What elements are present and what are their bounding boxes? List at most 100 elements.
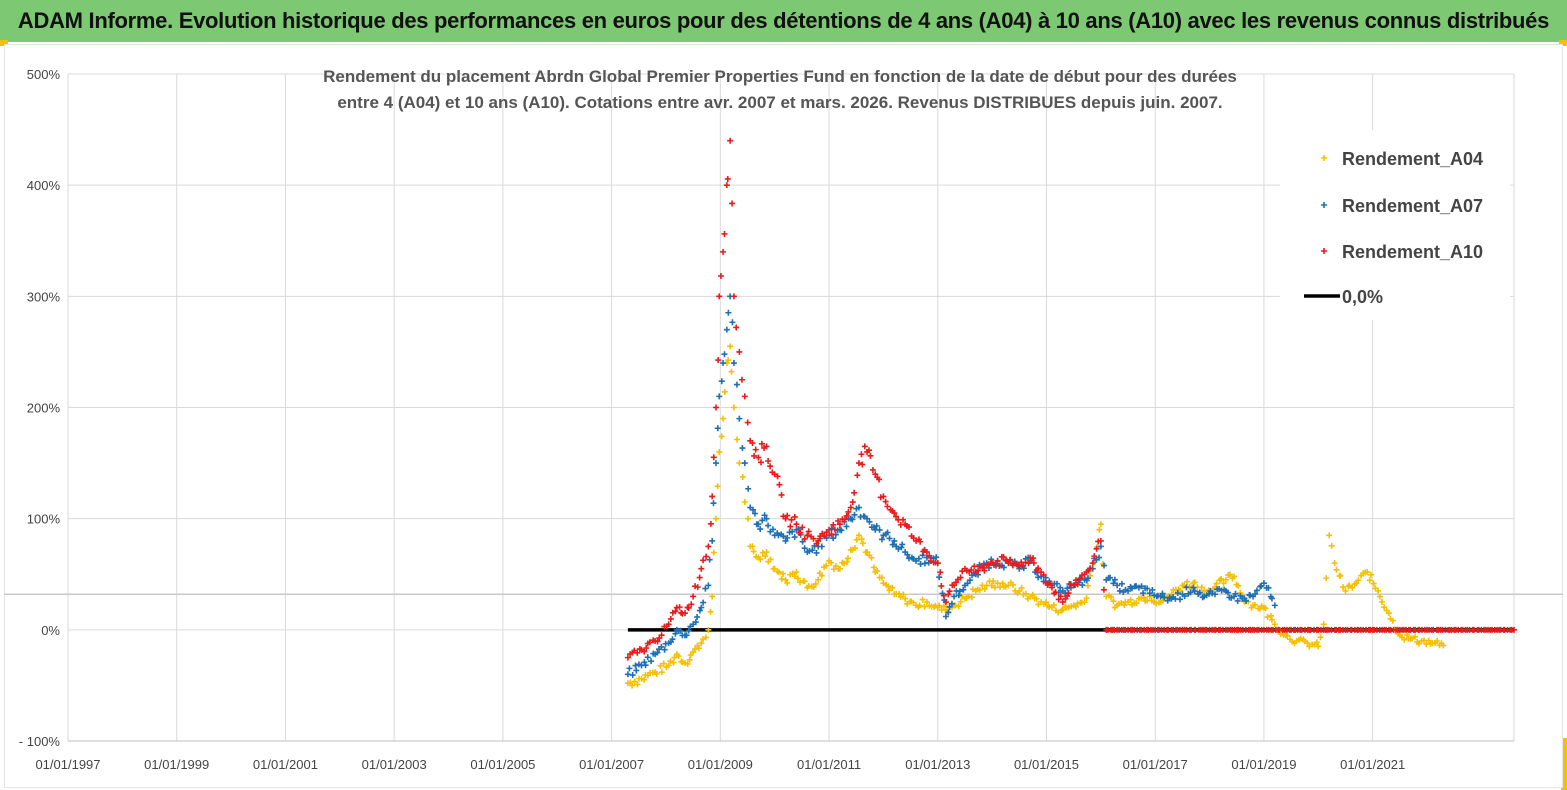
- data-point: [1065, 590, 1072, 597]
- data-point: [821, 533, 828, 540]
- data-point: [910, 535, 917, 542]
- data-point: [1018, 584, 1025, 591]
- data-point: [763, 515, 770, 522]
- data-point: [1251, 601, 1258, 608]
- data-point: [702, 585, 709, 592]
- data-point: [940, 592, 947, 599]
- data-point: [710, 454, 717, 461]
- data-point: [1078, 599, 1085, 606]
- data-point: [861, 513, 868, 520]
- data-point: [915, 555, 922, 562]
- data-point: [1438, 640, 1445, 647]
- data-point: [1174, 590, 1181, 597]
- data-point: [712, 460, 719, 467]
- data-point: [936, 574, 943, 581]
- data-point: [1191, 579, 1198, 586]
- chart-subtitle: entre 4 (A04) et 10 ans (A10). Cotations…: [337, 93, 1222, 112]
- data-point: [1425, 637, 1432, 644]
- data-point: [626, 665, 633, 672]
- legend: [1280, 130, 1510, 320]
- data-point: [1096, 526, 1103, 533]
- data-point: [1164, 597, 1171, 604]
- data-point: [1118, 580, 1125, 587]
- data-point: [844, 559, 851, 566]
- data-point: [698, 640, 705, 647]
- data-point: [648, 658, 655, 665]
- data-point: [1264, 614, 1271, 621]
- data-point: [1252, 590, 1259, 597]
- data-point: [1291, 640, 1298, 647]
- data-point: [791, 534, 798, 541]
- data-point: [815, 576, 822, 583]
- data-point: [797, 529, 804, 536]
- data-point: [791, 573, 798, 580]
- data-point: [876, 526, 883, 533]
- data-point: [1349, 584, 1356, 591]
- data-point: [634, 649, 641, 656]
- data-point: [753, 521, 760, 528]
- data-point: [955, 592, 962, 599]
- data-point: [667, 658, 674, 665]
- data-point: [1140, 590, 1147, 597]
- data-point: [709, 493, 716, 500]
- data-point: [1401, 636, 1408, 643]
- data-point: [1154, 592, 1161, 599]
- data-point: [624, 654, 631, 661]
- data-point: [823, 529, 830, 536]
- data-point: [692, 619, 699, 626]
- data-point: [1320, 621, 1327, 628]
- data-point: [757, 526, 764, 533]
- x-tick-label: 01/01/1999: [144, 757, 209, 772]
- data-point: [1222, 576, 1229, 583]
- data-point: [758, 440, 765, 447]
- data-point: [1199, 594, 1206, 601]
- data-point: [1331, 560, 1338, 567]
- data-point: [707, 520, 714, 527]
- data-point: [710, 549, 717, 556]
- data-point: [759, 517, 766, 524]
- data-point: [671, 654, 678, 661]
- data-point: [1187, 589, 1194, 596]
- data-point: [736, 460, 743, 467]
- data-point: [721, 388, 728, 395]
- data-point: [694, 584, 701, 591]
- data-point: [658, 643, 665, 650]
- x-tick-label: 01/01/2003: [362, 757, 427, 772]
- data-point: [685, 605, 692, 611]
- data-point: [791, 513, 798, 520]
- data-point: [789, 528, 796, 535]
- data-point: [684, 660, 691, 667]
- data-point: [729, 319, 736, 326]
- data-point: [749, 440, 756, 447]
- data-point: [818, 572, 825, 579]
- data-point: [730, 360, 737, 367]
- data-point: [767, 463, 774, 470]
- data-point: [801, 578, 808, 585]
- data-point: [1053, 580, 1060, 587]
- data-point: [1055, 609, 1062, 616]
- data-point: [717, 272, 724, 279]
- data-point: [714, 425, 721, 432]
- data-point: [870, 564, 877, 571]
- data-point: [715, 357, 722, 364]
- data-point: [634, 681, 641, 688]
- data-point: [1190, 584, 1197, 591]
- data-point: [716, 448, 723, 455]
- data-point: [721, 230, 728, 237]
- data-point: [843, 512, 850, 519]
- data-point: [1412, 633, 1419, 640]
- data-point: [712, 515, 719, 522]
- legend-marker: [1321, 155, 1327, 161]
- data-point: [801, 535, 808, 542]
- data-point: [979, 564, 986, 571]
- data-point: [858, 536, 865, 543]
- data-point: [1317, 634, 1324, 641]
- data-point: [805, 528, 812, 535]
- data-point: [1084, 582, 1091, 589]
- data-point: [843, 523, 850, 530]
- data-point: [739, 473, 746, 480]
- data-point: [1258, 603, 1265, 610]
- data-point: [644, 654, 651, 661]
- data-point: [1014, 590, 1021, 597]
- data-point: [661, 646, 668, 653]
